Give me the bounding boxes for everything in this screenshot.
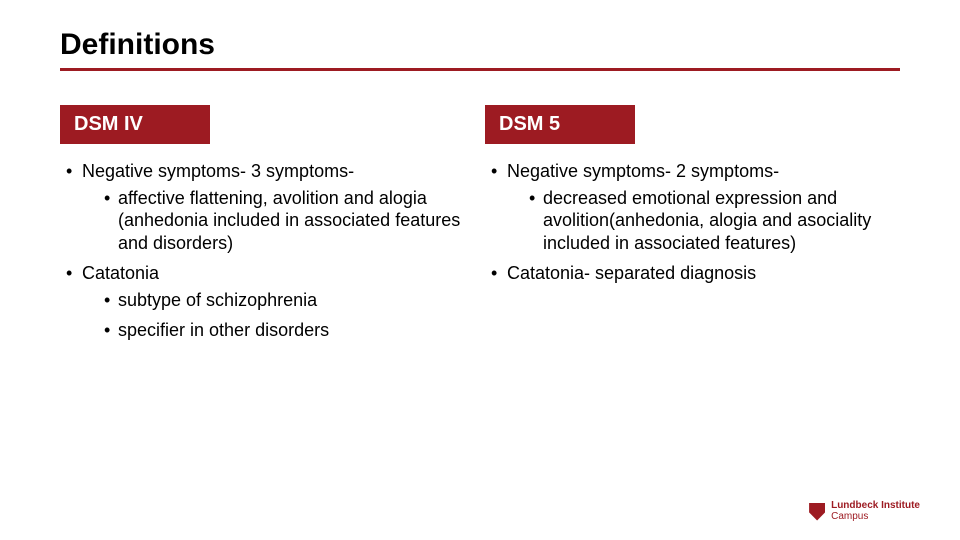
list-item: Catatonia subtype of schizophrenia speci… bbox=[60, 262, 475, 342]
list-item-text: Catatonia bbox=[82, 263, 159, 283]
list-item-text: decreased emotional expression and avoli… bbox=[543, 188, 871, 253]
list-item: affective flattening, avolition and alog… bbox=[82, 187, 475, 255]
list-item-text: specifier in other disorders bbox=[118, 320, 329, 340]
column-left: DSM IV Negative symptoms- 3 symptoms- af… bbox=[60, 105, 475, 350]
list-item: Negative symptoms- 2 symptoms- decreased… bbox=[485, 160, 900, 254]
list-item-text: Negative symptoms- 2 symptoms- bbox=[507, 161, 779, 181]
list-item: Negative symptoms- 3 symptoms- affective… bbox=[60, 160, 475, 254]
shield-icon bbox=[809, 503, 825, 521]
footer-logo: Lundbeck Institute Campus bbox=[809, 501, 920, 522]
footer-line1: Lundbeck Institute bbox=[831, 501, 920, 512]
list-item: decreased emotional expression and avoli… bbox=[507, 187, 900, 255]
list-item: Catatonia- separated diagnosis bbox=[485, 262, 900, 285]
column-left-content: Negative symptoms- 3 symptoms- affective… bbox=[60, 160, 475, 342]
list-item: specifier in other disorders bbox=[82, 319, 475, 342]
list-item: subtype of schizophrenia bbox=[82, 289, 475, 312]
column-left-heading: DSM IV bbox=[60, 105, 210, 144]
slide: Definitions DSM IV Negative symptoms- 3 … bbox=[0, 0, 960, 540]
list-item-text: subtype of schizophrenia bbox=[118, 290, 317, 310]
columns: DSM IV Negative symptoms- 3 symptoms- af… bbox=[60, 105, 900, 350]
footer-text: Lundbeck Institute Campus bbox=[831, 501, 920, 522]
footer-line2: Campus bbox=[831, 512, 920, 523]
list-item-text: Negative symptoms- 3 symptoms- bbox=[82, 161, 354, 181]
column-right: DSM 5 Negative symptoms- 2 symptoms- dec… bbox=[485, 105, 900, 350]
list-item-text: affective flattening, avolition and alog… bbox=[118, 188, 460, 253]
column-right-content: Negative symptoms- 2 symptoms- decreased… bbox=[485, 160, 900, 285]
column-right-heading: DSM 5 bbox=[485, 105, 635, 144]
list-item-text: Catatonia- separated diagnosis bbox=[507, 263, 756, 283]
slide-title: Definitions bbox=[60, 28, 900, 71]
